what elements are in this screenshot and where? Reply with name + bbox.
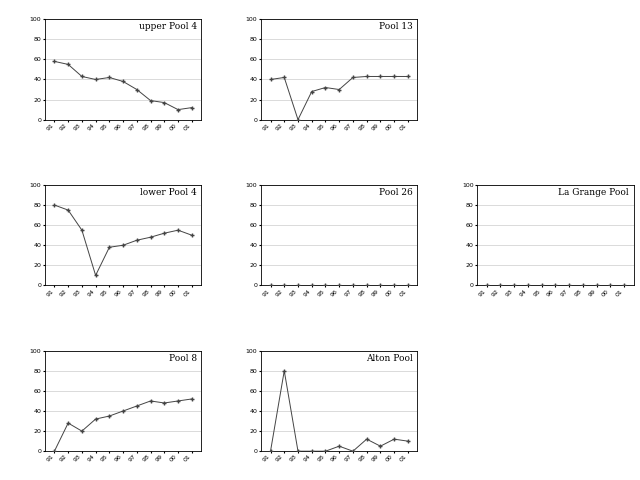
Text: La Grange Pool: La Grange Pool xyxy=(558,188,629,197)
Text: Pool 26: Pool 26 xyxy=(379,188,413,197)
Text: lower Pool 4: lower Pool 4 xyxy=(140,188,196,197)
Text: Pool 8: Pool 8 xyxy=(168,354,196,363)
Text: upper Pool 4: upper Pool 4 xyxy=(139,22,196,31)
Text: Alton Pool: Alton Pool xyxy=(366,354,413,363)
Text: Pool 13: Pool 13 xyxy=(379,22,413,31)
